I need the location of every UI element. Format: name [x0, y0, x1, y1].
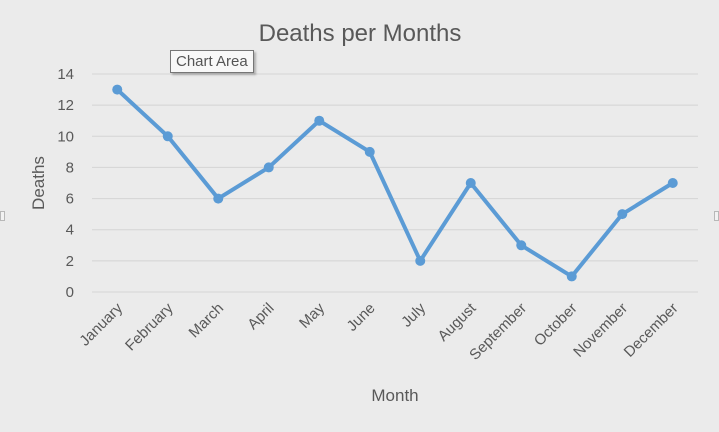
- x-tick-label: July: [398, 299, 429, 330]
- data-point-august[interactable]: [465, 178, 476, 188]
- data-point-february[interactable]: [162, 131, 173, 142]
- x-tick-label: February: [122, 299, 177, 354]
- x-tick-label: November: [570, 300, 631, 361]
- data-point-december[interactable]: [667, 178, 678, 188]
- x-tick-label: April: [244, 300, 277, 333]
- data-point-october[interactable]: [566, 271, 577, 282]
- y-tick-label: 14: [57, 66, 74, 83]
- data-point-may[interactable]: [314, 115, 325, 126]
- y-tick-label: 6: [66, 191, 74, 208]
- data-point-january[interactable]: [112, 84, 123, 95]
- y-axis-ticks: 0 2 4 6 8 10 12 14: [57, 66, 74, 301]
- data-point-march[interactable]: [213, 193, 224, 204]
- chart-area-tooltip: Chart Area: [170, 50, 254, 73]
- y-tick-label: 10: [57, 128, 74, 145]
- x-axis-label: Month: [371, 386, 418, 405]
- x-tick-label: October: [531, 300, 581, 350]
- gridlines: [92, 73, 698, 293]
- y-tick-label: 8: [66, 159, 74, 176]
- left-resize-handle[interactable]: [0, 211, 5, 221]
- y-tick-label: 2: [66, 253, 74, 270]
- y-axis-label: Deaths: [29, 156, 48, 210]
- x-tick-label: January: [76, 299, 126, 349]
- data-point-november[interactable]: [617, 209, 628, 220]
- x-tick-label: June: [344, 300, 379, 335]
- x-tick-label: December: [621, 300, 682, 361]
- x-tick-label: August: [435, 299, 481, 345]
- data-point-june[interactable]: [364, 146, 375, 157]
- y-tick-label: 4: [66, 222, 74, 239]
- chart-title: Deaths per Months: [259, 20, 462, 47]
- data-point-april[interactable]: [263, 162, 274, 173]
- y-tick-label: 12: [57, 97, 74, 114]
- y-tick-label: 0: [66, 284, 74, 301]
- data-point-july[interactable]: [415, 255, 426, 266]
- series-line-layer: [115, 87, 675, 279]
- x-tick-label: May: [296, 299, 328, 331]
- x-tick-label: March: [186, 300, 227, 341]
- series-markers: [112, 84, 678, 282]
- right-resize-handle[interactable]: [714, 211, 719, 221]
- series-line[interactable]: [115, 87, 675, 279]
- data-point-september[interactable]: [516, 240, 527, 251]
